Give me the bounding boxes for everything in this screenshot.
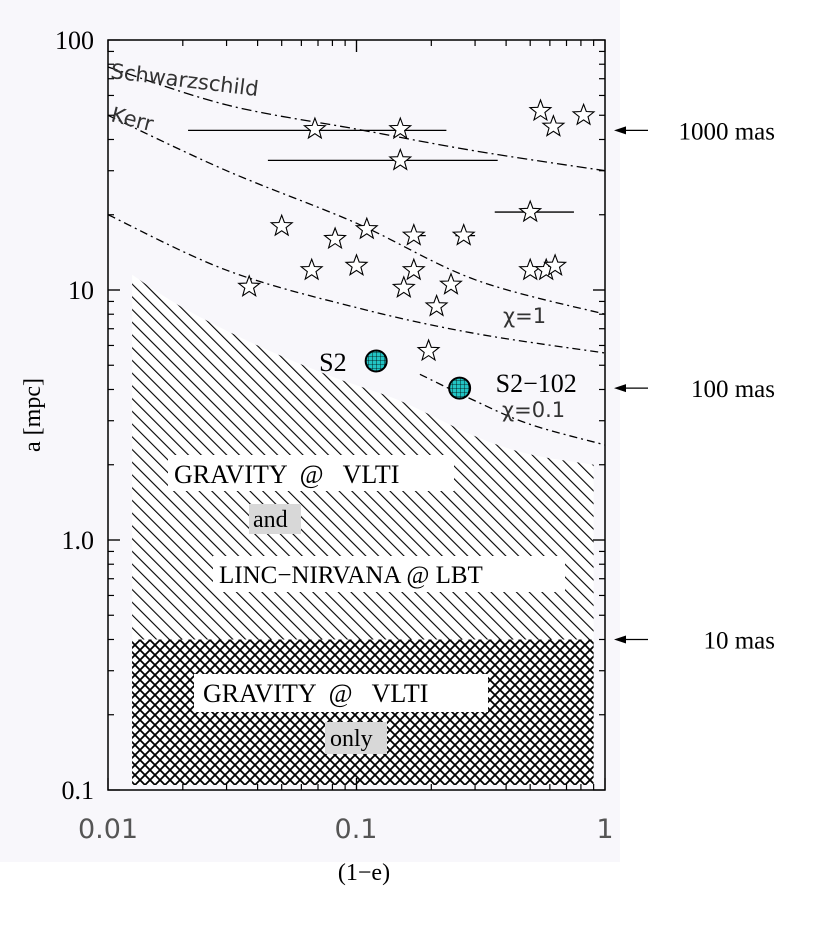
star-point-s2-102	[448, 376, 472, 400]
right-marker-label-10-mas: 10 mas	[703, 627, 775, 654]
region-upper-and: and	[253, 507, 288, 533]
star-marker	[344, 253, 369, 276]
region-labels: GRAVITY @ VLTI and LINC−NIRVANA @ LBT GR…	[168, 455, 565, 754]
star-marker	[401, 257, 426, 281]
star-marker	[571, 102, 596, 126]
curve-label-chi-1: χ=1	[503, 304, 546, 328]
upper-line1-box	[168, 455, 454, 491]
region-upper-line1: GRAVITY @ VLTI	[174, 460, 399, 489]
label-s2: S2	[319, 348, 346, 377]
star-marker	[518, 199, 543, 223]
x-tick-label-1: 1	[596, 814, 613, 845]
right-marker-label-100-mas: 100 mas	[691, 376, 775, 403]
model-curves	[107, 66, 606, 446]
star-marker	[269, 213, 294, 237]
star-marker	[388, 116, 413, 140]
curve-schwarzschild	[107, 66, 606, 172]
y-tick-label-10: 10	[68, 276, 94, 305]
upper-and-box	[249, 504, 301, 534]
star-marker	[438, 272, 463, 295]
star-marker	[237, 274, 262, 297]
named-stars: S2 S2−102	[319, 348, 577, 400]
right-scale-markers: 1000 mas 100 mas 10 mas	[614, 118, 775, 654]
star-marker	[424, 293, 449, 317]
star-marker	[299, 257, 324, 281]
star-marker	[401, 223, 426, 246]
right-marker-arrow	[614, 126, 626, 135]
y-tick-label-0.1: 0.1	[62, 776, 95, 805]
curve-kerr	[107, 114, 606, 315]
star-marker	[416, 338, 441, 362]
y-tick-label-1.0: 1.0	[62, 526, 95, 555]
curve--0-1	[419, 373, 606, 446]
star-point-s2	[364, 349, 388, 373]
y-tick-label-100: 100	[55, 26, 94, 55]
x-tick-label-0.01: 0.01	[78, 814, 138, 845]
lower-only-box	[325, 722, 387, 754]
axis-ticks	[107, 39, 606, 791]
x-tick-label-0.1: 0.1	[335, 814, 378, 845]
star-marker	[391, 275, 416, 298]
x-axis-label: (1−e)	[338, 860, 390, 886]
star-marker	[543, 253, 568, 276]
star-marker	[354, 216, 379, 240]
region-gravity-only	[132, 639, 594, 785]
upper-line2-box	[213, 556, 565, 592]
region-lower-line1: GRAVITY @ VLTI	[203, 679, 428, 708]
star-marker	[323, 226, 347, 250]
curve-label-chi-0-1: χ=0.1	[502, 398, 565, 422]
right-marker-arrow	[614, 635, 626, 644]
star-marker	[528, 98, 553, 122]
right-marker-arrow	[614, 384, 626, 393]
right-marker-label-1000-mas: 1000 mas	[678, 118, 775, 145]
region-upper-line2: LINC−NIRVANA @ LBT	[219, 562, 483, 589]
region-lower-only: only	[330, 726, 373, 752]
star-marker	[388, 147, 413, 171]
y-axis-label: a [mpc]	[20, 378, 46, 452]
star-marker	[302, 116, 327, 140]
star-marker	[541, 114, 566, 137]
label-s2-102: S2−102	[496, 369, 577, 398]
lower-line1-box	[194, 674, 488, 712]
star-marker	[451, 223, 476, 246]
star-markers	[237, 98, 596, 362]
